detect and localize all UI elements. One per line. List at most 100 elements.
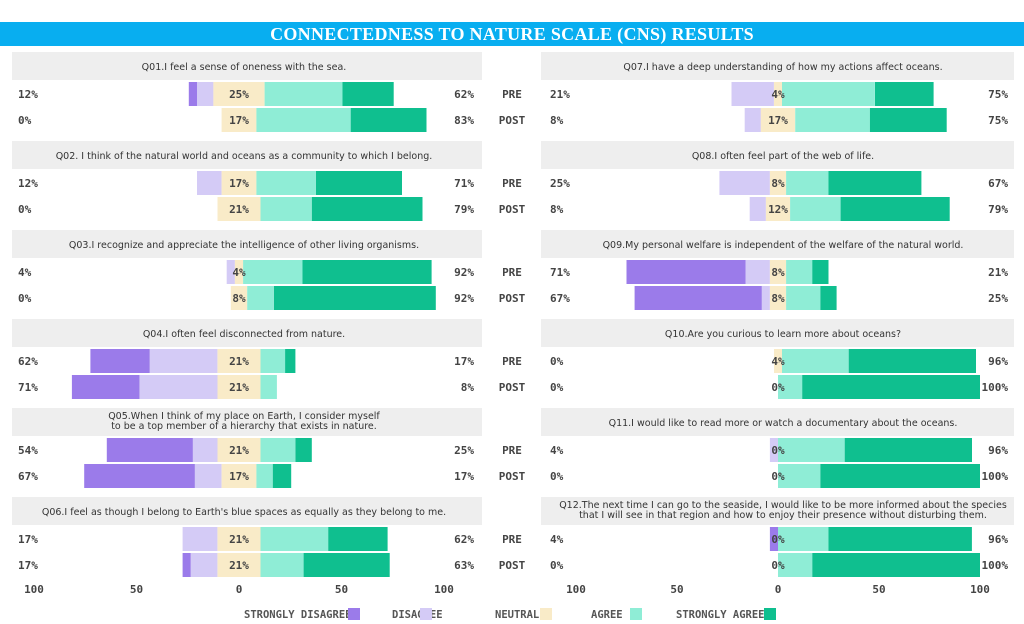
q02-post-disagree-pct: 0% xyxy=(18,203,32,216)
q02-post-bar-neutral xyxy=(217,197,261,221)
q12-post-disagree-pct: 0% xyxy=(550,559,564,572)
q11-pre-disagree-pct: 4% xyxy=(550,444,564,457)
q05-pre-bar-neutral xyxy=(217,438,261,462)
q05-question-text: to be a top member of a hierarchy that e… xyxy=(111,421,377,432)
q09-post-bar-neutral xyxy=(769,286,787,310)
q11-pre-neutral-pct: 0% xyxy=(771,444,785,457)
q06-post-disagree-pct: 17% xyxy=(18,559,38,572)
legend-label-strongly-agree: STRONGLY AGREE xyxy=(676,609,765,621)
q07-pre-neutral-pct: 4% xyxy=(771,88,785,101)
q10-pre-bar-agree xyxy=(782,349,849,373)
x-tick-right-3: 50 xyxy=(872,583,885,596)
q11-post-bar-agree xyxy=(778,464,821,488)
q11-pre-label: PRE xyxy=(502,444,522,457)
x-tick-right-1: 50 xyxy=(670,583,683,596)
q08-pre-bar-neutral xyxy=(769,171,787,195)
q08-pre-label: PRE xyxy=(502,177,522,190)
q07-post-agree-pct: 75% xyxy=(988,114,1008,127)
q05-pre-disagree-pct: 54% xyxy=(18,444,38,457)
q01-pre-bar-disagree xyxy=(197,82,214,106)
q12-pre-disagree-pct: 4% xyxy=(550,533,564,546)
q05-post-bar-strongly-agree xyxy=(272,464,292,488)
legend-swatch-strongly-disagree xyxy=(348,608,360,620)
q03-post-agree-pct: 92% xyxy=(454,292,474,305)
q10-question-text: Q10.Are you curious to learn more about … xyxy=(665,329,901,340)
q09-post-agree-pct: 25% xyxy=(988,292,1008,305)
q05-post-disagree-pct: 67% xyxy=(18,470,38,483)
q11-pre-agree-pct: 96% xyxy=(988,444,1008,457)
q03-post-bar-agree xyxy=(247,286,274,310)
q03-pre-bar-strongly-agree xyxy=(302,260,432,284)
q02-header xyxy=(12,141,482,169)
q08-post-label: POST xyxy=(499,203,526,216)
q05-pre-bar-strongly-disagree xyxy=(106,438,193,462)
legend-label-strongly-disagree: STRONGLY DISAGREE xyxy=(244,609,351,621)
q10-post-disagree-pct: 0% xyxy=(550,381,564,394)
q12-post-bar-strongly-agree xyxy=(812,553,980,577)
q09-header xyxy=(541,230,1014,258)
q06-post-neutral-pct: 21% xyxy=(229,559,249,572)
q04-post-disagree-pct: 71% xyxy=(18,381,38,394)
q07-post-bar-strongly-agree xyxy=(869,108,947,132)
q10-post-bar-strongly-agree xyxy=(802,375,980,399)
legend-swatch-neutral xyxy=(540,608,552,620)
q03-header xyxy=(12,230,482,258)
legend-swatch-agree xyxy=(630,608,642,620)
q08-post-neutral-pct: 12% xyxy=(768,203,788,216)
q06-pre-agree-pct: 62% xyxy=(454,533,474,546)
q07-pre-bar-agree xyxy=(782,82,875,106)
legend-label-disagree: DISAGREE xyxy=(392,609,443,621)
q07-post-bar-neutral xyxy=(760,108,796,132)
q05-pre-bar-disagree xyxy=(192,438,218,462)
q02-question-text: Q02. I think of the natural world and oc… xyxy=(56,151,433,162)
q04-question-text: Q04.I often feel disconnected from natur… xyxy=(143,329,345,340)
q06-pre-bar-agree xyxy=(260,527,329,551)
q08-pre-bar-disagree xyxy=(719,171,770,195)
chart-title: CONNECTEDNESS TO NATURE SCALE (CNS) RESU… xyxy=(0,22,1024,46)
q01-pre-agree-pct: 62% xyxy=(454,88,474,101)
q07-pre-bar-disagree xyxy=(731,82,774,106)
q01-header xyxy=(12,52,482,80)
q11-post-disagree-pct: 0% xyxy=(550,470,564,483)
q01-pre-bar-strongly-agree xyxy=(342,82,394,106)
q01-pre-neutral-pct: 25% xyxy=(229,88,249,101)
q02-post-neutral-pct: 21% xyxy=(229,203,249,216)
q04-post-bar-strongly-disagree xyxy=(71,375,140,399)
q08-question-text: Q08.I often feel part of the web of life… xyxy=(692,151,874,162)
q11-post-agree-pct: 100% xyxy=(982,470,1009,483)
q12-pre-agree-pct: 96% xyxy=(988,533,1008,546)
x-tick-right-4: 100 xyxy=(970,583,990,596)
q09-pre-bar-disagree xyxy=(745,260,770,284)
q07-pre-disagree-pct: 21% xyxy=(550,88,570,101)
q07-pre-agree-pct: 75% xyxy=(988,88,1008,101)
q03-pre-bar-disagree xyxy=(226,260,235,284)
q08-pre-neutral-pct: 8% xyxy=(771,177,785,190)
q09-pre-neutral-pct: 8% xyxy=(771,266,785,279)
q01-post-bar-neutral xyxy=(221,108,257,132)
q07-post-bar-agree xyxy=(795,108,870,132)
q12-header xyxy=(541,497,1014,525)
q03-pre-bar-neutral xyxy=(234,260,244,284)
q06-post-bar-strongly-disagree xyxy=(182,553,191,577)
q02-pre-bar-strongly-agree xyxy=(315,171,402,195)
q12-pre-bar-strongly-agree xyxy=(828,527,972,551)
q06-pre-bar-strongly-agree xyxy=(328,527,388,551)
q10-pre-agree-pct: 96% xyxy=(988,355,1008,368)
x-tick-left-1: 50 xyxy=(130,583,143,596)
q05-post-bar-disagree xyxy=(194,464,222,488)
q04-pre-bar-disagree xyxy=(149,349,218,373)
q02-post-bar-agree xyxy=(260,197,312,221)
q01-pre-bar-strongly-disagree xyxy=(188,82,197,106)
x-tick-right-2: 0 xyxy=(775,583,782,596)
q06-post-bar-strongly-agree xyxy=(303,553,390,577)
q06-header xyxy=(12,497,482,525)
x-tick-left-3: 50 xyxy=(335,583,348,596)
q06-post-agree-pct: 63% xyxy=(454,559,474,572)
q04-post-neutral-pct: 21% xyxy=(229,381,249,394)
q02-pre-bar-disagree xyxy=(197,171,222,195)
q03-post-bar-neutral xyxy=(230,286,248,310)
q08-pre-bar-agree xyxy=(786,171,829,195)
x-tick-right-0: 100 xyxy=(566,583,586,596)
q11-pre-bar-agree xyxy=(778,438,845,462)
q09-pre-disagree-pct: 71% xyxy=(550,266,570,279)
